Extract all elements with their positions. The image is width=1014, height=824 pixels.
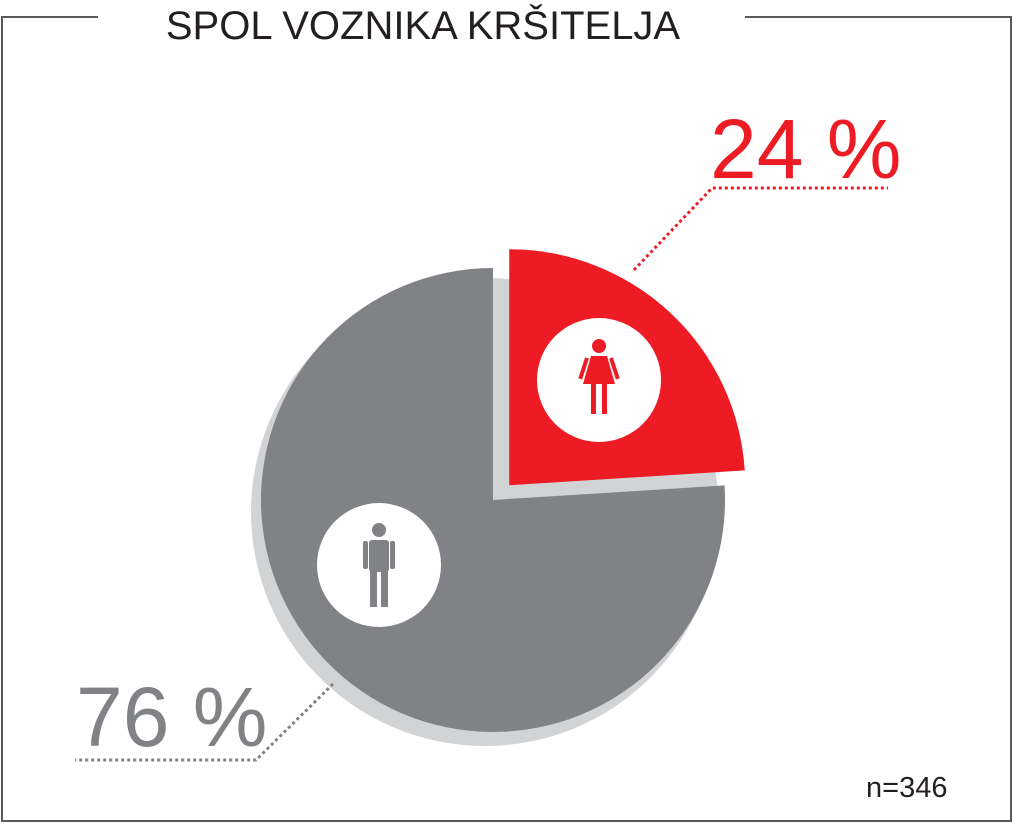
frame-border — [1, 16, 1012, 822]
female-icon-dress — [583, 356, 615, 384]
sample-size-note: n=346 — [866, 772, 948, 804]
pie-chart: 24 % 76 % — [75, 102, 901, 764]
male-icon-leg-right — [381, 571, 388, 607]
leader-line-male — [75, 682, 335, 762]
female-icon-head — [592, 339, 606, 353]
chart-title: SPOL VOZNIKA KRŠITELJA — [165, 4, 681, 48]
data-label-male: 76 % — [76, 670, 267, 764]
male-icon-torso — [369, 540, 389, 572]
leader-line-female — [632, 186, 888, 272]
male-icon-leg-left — [370, 571, 377, 607]
female-icon-arm-left — [578, 357, 589, 380]
female-icon — [537, 318, 661, 442]
male-icon-arm-right — [390, 541, 395, 569]
male-icon-head — [372, 523, 386, 537]
male-icon — [317, 503, 441, 627]
data-label-female: 24 % — [710, 102, 901, 196]
female-icon-leg-left — [591, 384, 596, 414]
male-icon-arm-left — [363, 541, 368, 569]
female-icon-arm-right — [609, 357, 620, 380]
female-icon-leg-right — [602, 384, 607, 414]
